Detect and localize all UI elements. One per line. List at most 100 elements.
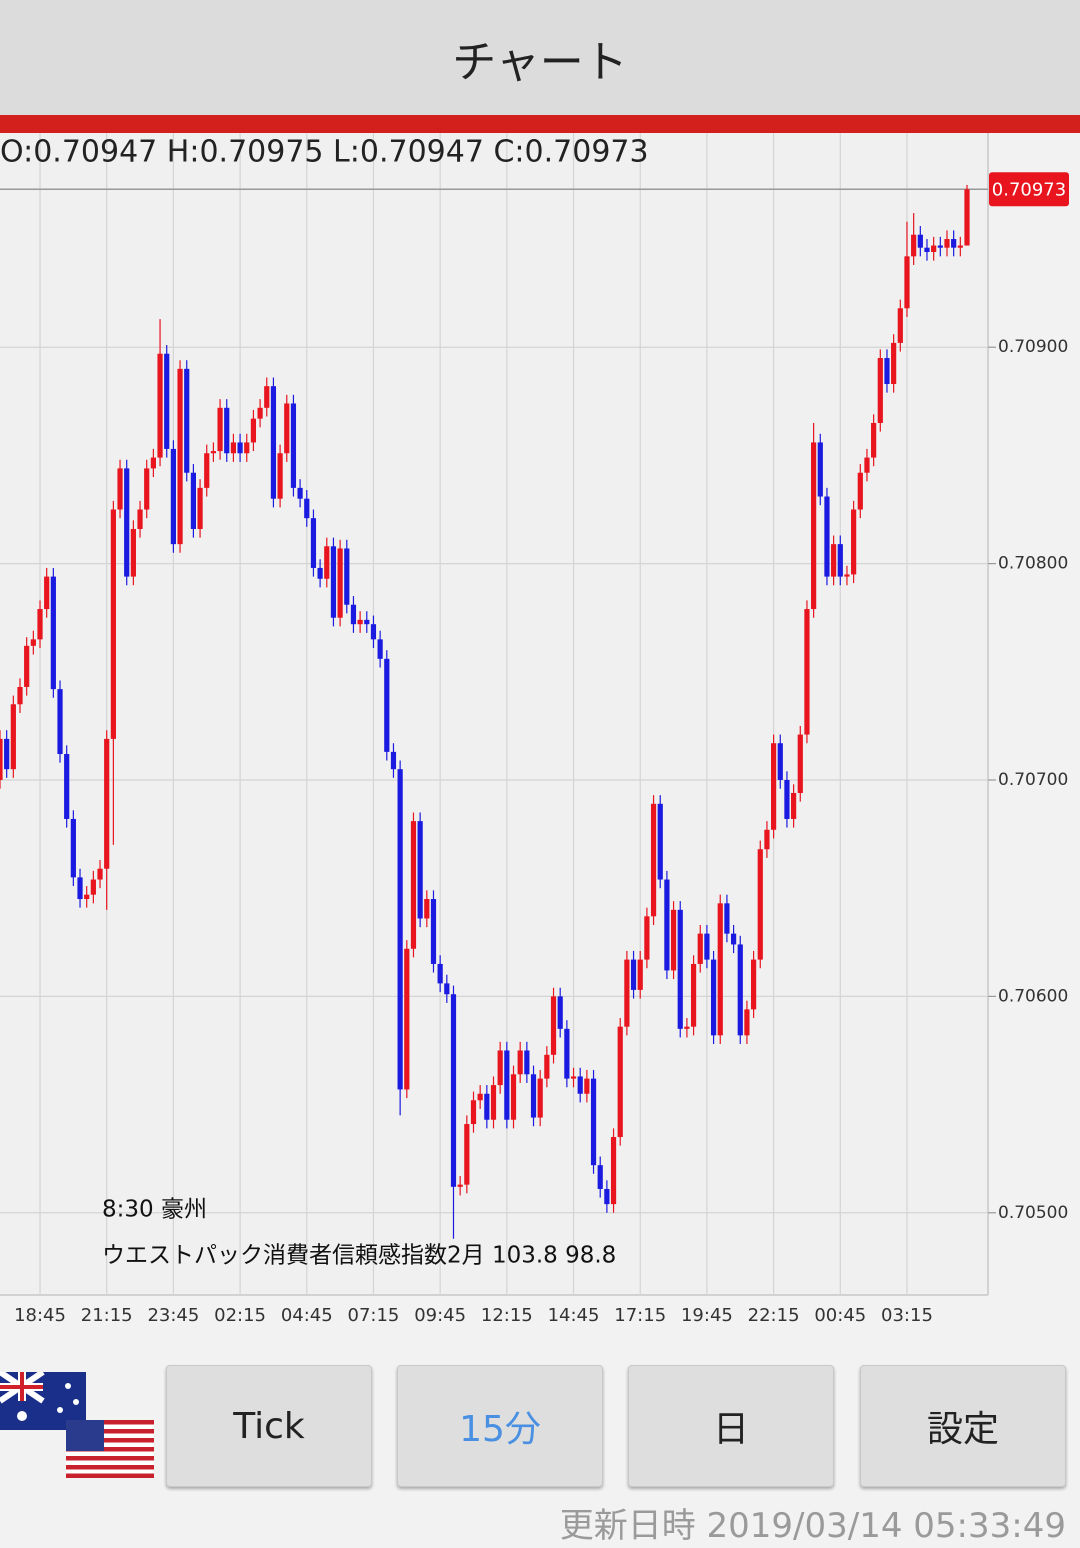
y-tick-label: 0.70800 bbox=[998, 554, 1068, 574]
x-tick-label: 02:15 bbox=[214, 1305, 266, 1326]
candle-body bbox=[670, 909, 677, 971]
candle-body bbox=[844, 574, 850, 577]
candle-body bbox=[784, 779, 790, 819]
candle-body bbox=[324, 546, 330, 579]
day-button[interactable]: 日 bbox=[628, 1365, 834, 1487]
candle-body bbox=[130, 528, 136, 577]
x-tick-label: 00:45 bbox=[814, 1305, 866, 1326]
candle-body bbox=[484, 1093, 490, 1120]
candle-body bbox=[964, 189, 970, 246]
x-tick-label: 09:45 bbox=[414, 1305, 466, 1326]
candle-body bbox=[897, 308, 903, 343]
candle-body bbox=[224, 407, 230, 454]
candle-body bbox=[457, 1184, 463, 1187]
candle-body bbox=[677, 909, 683, 1029]
candle-body bbox=[610, 1137, 617, 1205]
candle-body bbox=[630, 959, 637, 990]
candle-body bbox=[264, 386, 270, 408]
candle-body bbox=[90, 879, 96, 895]
candle-body bbox=[244, 442, 250, 454]
candle-body bbox=[550, 996, 557, 1055]
candle-body bbox=[590, 1078, 597, 1166]
candle-body bbox=[464, 1124, 470, 1185]
y-tick-label: 0.70600 bbox=[998, 986, 1068, 1006]
candle-body bbox=[17, 686, 23, 705]
x-tick-label: 18:45 bbox=[14, 1305, 66, 1326]
candle-body bbox=[737, 944, 743, 1036]
candle-body bbox=[650, 803, 657, 917]
15min-button[interactable]: 15分 bbox=[397, 1365, 603, 1487]
flag-us bbox=[66, 1420, 154, 1478]
candle-body bbox=[911, 234, 917, 257]
candle-body bbox=[157, 353, 163, 458]
candle-body bbox=[764, 829, 770, 850]
candle-body bbox=[924, 247, 930, 253]
candle-body bbox=[524, 1050, 530, 1075]
button-label: Tick bbox=[233, 1405, 305, 1447]
candle-body bbox=[124, 468, 130, 577]
candle-body bbox=[684, 1026, 690, 1029]
candle-body bbox=[377, 639, 383, 659]
candle-body bbox=[370, 624, 377, 640]
candle-body bbox=[230, 442, 237, 454]
candle-body bbox=[704, 933, 710, 960]
candle-body bbox=[357, 619, 363, 625]
candle-body bbox=[604, 1188, 610, 1205]
candle-body bbox=[837, 544, 843, 577]
candle-body bbox=[410, 821, 417, 949]
update-time: 更新日時 2019/03/14 05:33:49 bbox=[559, 1506, 1066, 1546]
tick-button[interactable]: Tick bbox=[166, 1365, 372, 1487]
current-price-tag bbox=[989, 172, 1069, 207]
candle-body bbox=[557, 996, 563, 1029]
candle-body bbox=[437, 963, 443, 984]
candle-body bbox=[744, 1009, 750, 1036]
candle-body bbox=[544, 1054, 550, 1079]
currency-pair-flags[interactable] bbox=[0, 1372, 160, 1484]
candle-body bbox=[497, 1050, 503, 1086]
candle-body bbox=[430, 899, 437, 964]
candle-body bbox=[317, 567, 323, 579]
button-label: 日 bbox=[712, 1409, 749, 1450]
candle-body bbox=[117, 468, 123, 510]
candle-body bbox=[304, 498, 310, 519]
y-tick-label: 0.70700 bbox=[998, 770, 1068, 790]
ohlc-text: O:0.70947 H:0.70975 L:0.70947 C:0.70973 bbox=[0, 135, 649, 170]
candle-body bbox=[184, 368, 190, 473]
candle-body bbox=[337, 548, 343, 618]
candle-body bbox=[597, 1165, 603, 1189]
accent-bar bbox=[0, 115, 1080, 133]
candle-body bbox=[350, 604, 357, 625]
candle-body bbox=[417, 821, 423, 919]
x-tick-label: 14:45 bbox=[548, 1305, 600, 1326]
candle-body bbox=[697, 933, 703, 964]
candle-body bbox=[637, 959, 643, 990]
candle-body bbox=[570, 1076, 577, 1079]
candle-body bbox=[617, 1026, 623, 1138]
candle-body bbox=[490, 1085, 497, 1120]
x-tick-label: 07:15 bbox=[348, 1305, 400, 1326]
candle-body bbox=[24, 645, 30, 687]
candle-body bbox=[584, 1078, 590, 1094]
settings-button[interactable]: 設定 bbox=[860, 1365, 1066, 1487]
candle-body bbox=[137, 509, 143, 529]
candle-body bbox=[84, 894, 90, 900]
candle-body bbox=[577, 1076, 583, 1094]
y-tick-label: 0.70900 bbox=[998, 337, 1068, 357]
candle-body bbox=[904, 256, 910, 309]
candle-body bbox=[97, 868, 103, 880]
x-tick-label: 12:15 bbox=[481, 1305, 533, 1326]
candle-body bbox=[10, 704, 16, 770]
candle-body bbox=[951, 239, 957, 248]
candle-body bbox=[397, 769, 403, 1090]
candle-body bbox=[250, 418, 257, 443]
x-tick-label: 22:15 bbox=[748, 1305, 800, 1326]
candle-body bbox=[804, 609, 810, 735]
candle-body bbox=[537, 1078, 543, 1118]
candle-body bbox=[791, 792, 797, 819]
candle-body bbox=[190, 472, 196, 529]
candle-body bbox=[30, 639, 36, 646]
candle-body bbox=[257, 407, 263, 419]
candle-body bbox=[957, 245, 963, 248]
candle-body bbox=[891, 342, 897, 385]
